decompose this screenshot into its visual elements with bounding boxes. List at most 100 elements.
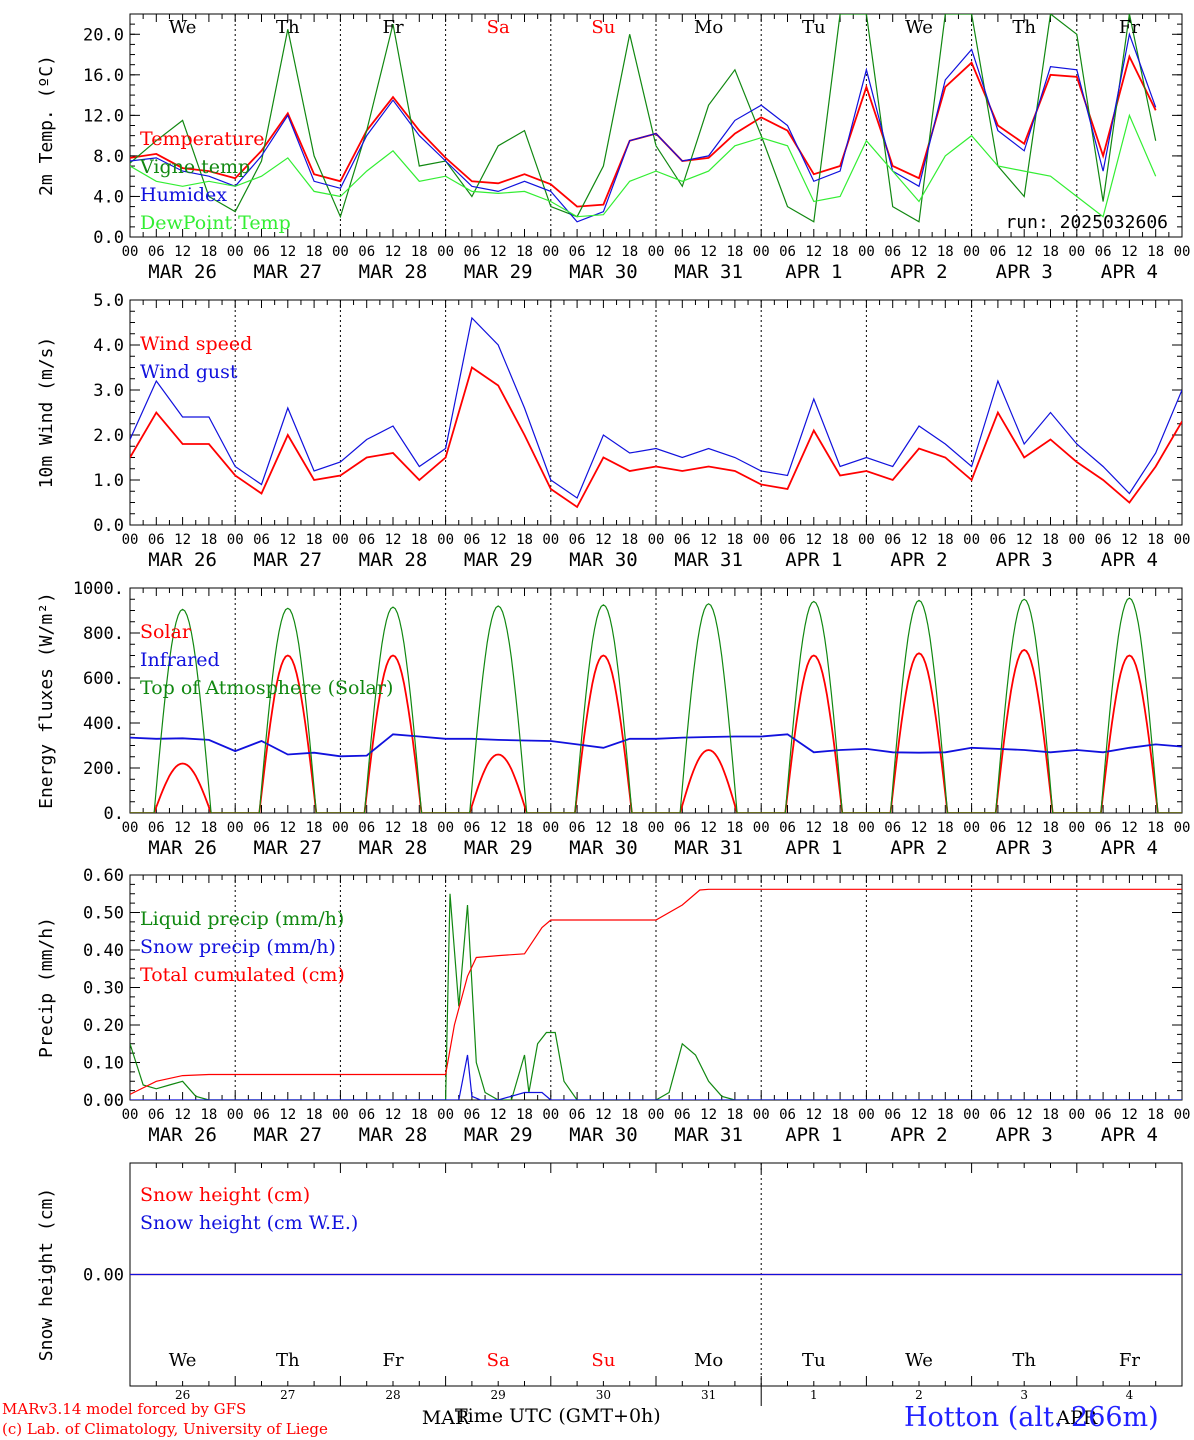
date-label: APR 2 xyxy=(890,837,947,859)
date-label: MAR 31 xyxy=(674,837,743,859)
series-line-1 xyxy=(130,733,1182,758)
hour-tick-label: 18 xyxy=(306,532,323,548)
date-label: MAR 29 xyxy=(464,1124,533,1146)
hour-tick-label: 18 xyxy=(306,1107,323,1123)
hour-tick-label: 18 xyxy=(726,1107,743,1123)
hour-tick-label: 06 xyxy=(674,244,691,260)
weekday-label: Th xyxy=(276,17,300,38)
y-tick-label: 600. xyxy=(83,669,124,689)
location-label: Hotton (alt. 266m) xyxy=(904,1402,1159,1433)
hour-tick-label: 00 xyxy=(1174,1107,1191,1123)
date-label: APR 2 xyxy=(890,549,947,571)
hour-tick-label: 12 xyxy=(490,532,507,548)
hour-tick-label: 12 xyxy=(911,1107,928,1123)
weekday-label: Sa xyxy=(487,1350,510,1371)
y-tick-label: 1000. xyxy=(73,579,124,599)
hour-tick-label: 00 xyxy=(542,532,559,548)
hour-tick-label: 00 xyxy=(227,532,244,548)
month-label: MAR xyxy=(422,1407,470,1429)
hour-tick-label: 18 xyxy=(411,532,428,548)
hour-tick-label: 06 xyxy=(779,1107,796,1123)
hour-tick-label: 00 xyxy=(1174,532,1191,548)
hour-tick-label: 18 xyxy=(200,1107,217,1123)
hour-tick-label: 06 xyxy=(674,820,691,836)
y-axis-label: 2m Temp. (ºC) xyxy=(36,55,57,196)
hour-tick-label: 06 xyxy=(989,532,1006,548)
hour-tick-label: 06 xyxy=(779,244,796,260)
hour-tick-label: 12 xyxy=(1016,820,1033,836)
legend-entry: Infrared xyxy=(140,649,220,671)
y-tick-label: 12.0 xyxy=(83,106,124,126)
day-number-label: 4 xyxy=(1126,1388,1134,1402)
y-tick-label: 0.0 xyxy=(93,516,124,536)
date-label: MAR 26 xyxy=(148,837,217,859)
hour-tick-label: 12 xyxy=(595,1107,612,1123)
hour-tick-label: 12 xyxy=(595,532,612,548)
legend-entry: Wind gust xyxy=(140,361,238,383)
hour-tick-label: 18 xyxy=(200,820,217,836)
y-tick-label: 0.10 xyxy=(83,1054,124,1074)
run-annotation: run: 2025032606 xyxy=(1005,212,1168,233)
hour-tick-label: 00 xyxy=(753,820,770,836)
y-tick-label: 0.00 xyxy=(83,1091,124,1111)
date-label: MAR 26 xyxy=(148,261,217,283)
hour-tick-label: 12 xyxy=(700,820,717,836)
date-label: MAR 31 xyxy=(674,1124,743,1146)
y-tick-label: 0.0 xyxy=(93,228,124,248)
hour-tick-label: 12 xyxy=(1121,244,1138,260)
weekday-label: Su xyxy=(591,1350,615,1371)
hour-tick-label: 00 xyxy=(858,244,875,260)
hour-tick-label: 00 xyxy=(122,1107,139,1123)
hour-tick-label: 06 xyxy=(463,1107,480,1123)
hour-tick-label: 18 xyxy=(937,820,954,836)
hour-tick-label: 00 xyxy=(437,532,454,548)
hour-tick-label: 12 xyxy=(805,532,822,548)
hour-tick-label: 00 xyxy=(437,244,454,260)
date-label: MAR 26 xyxy=(148,1124,217,1146)
hour-tick-label: 00 xyxy=(332,244,349,260)
hour-tick-label: 06 xyxy=(358,1107,375,1123)
date-label: MAR 27 xyxy=(253,261,322,283)
hour-tick-label: 18 xyxy=(726,244,743,260)
y-tick-label: 16.0 xyxy=(83,66,124,86)
day-number-label: 2 xyxy=(915,1388,923,1402)
day-number-label: 28 xyxy=(385,1388,400,1402)
hour-tick-label: 06 xyxy=(674,1107,691,1123)
hour-tick-label: 00 xyxy=(858,1107,875,1123)
hour-tick-label: 00 xyxy=(1068,244,1085,260)
legend-entry: Solar xyxy=(140,621,192,643)
hour-tick-label: 06 xyxy=(989,1107,1006,1123)
hour-tick-label: 00 xyxy=(122,820,139,836)
y-tick-label: 0.40 xyxy=(83,941,124,961)
hour-tick-label: 00 xyxy=(1174,820,1191,836)
hour-tick-label: 06 xyxy=(779,820,796,836)
hour-tick-label: 00 xyxy=(753,1107,770,1123)
hour-tick-label: 06 xyxy=(463,244,480,260)
series-line-0 xyxy=(130,366,1182,509)
day-number-label: 27 xyxy=(280,1388,295,1402)
hour-tick-label: 18 xyxy=(1147,532,1164,548)
hour-tick-label: 18 xyxy=(832,1107,849,1123)
date-label: MAR 31 xyxy=(674,261,743,283)
legend-entry: Vigne temp xyxy=(139,156,250,178)
hour-tick-label: 00 xyxy=(542,820,559,836)
hour-tick-label: 18 xyxy=(621,820,638,836)
hour-tick-label: 06 xyxy=(884,244,901,260)
hour-tick-label: 06 xyxy=(148,820,165,836)
hour-tick-label: 12 xyxy=(279,1107,296,1123)
y-axis-label: 10m Wind (m/s) xyxy=(36,337,57,489)
hour-tick-label: 12 xyxy=(805,244,822,260)
day-number-label: 29 xyxy=(491,1388,506,1402)
hour-tick-label: 12 xyxy=(911,532,928,548)
hour-tick-label: 12 xyxy=(595,244,612,260)
series-group xyxy=(130,316,1182,509)
hour-tick-label: 06 xyxy=(569,820,586,836)
hour-tick-label: 00 xyxy=(332,532,349,548)
hour-tick-label: 12 xyxy=(1016,532,1033,548)
hour-tick-label: 12 xyxy=(1016,1107,1033,1123)
hour-tick-label: 06 xyxy=(674,532,691,548)
hour-tick-label: 18 xyxy=(1042,244,1059,260)
hour-tick-label: 12 xyxy=(1016,244,1033,260)
